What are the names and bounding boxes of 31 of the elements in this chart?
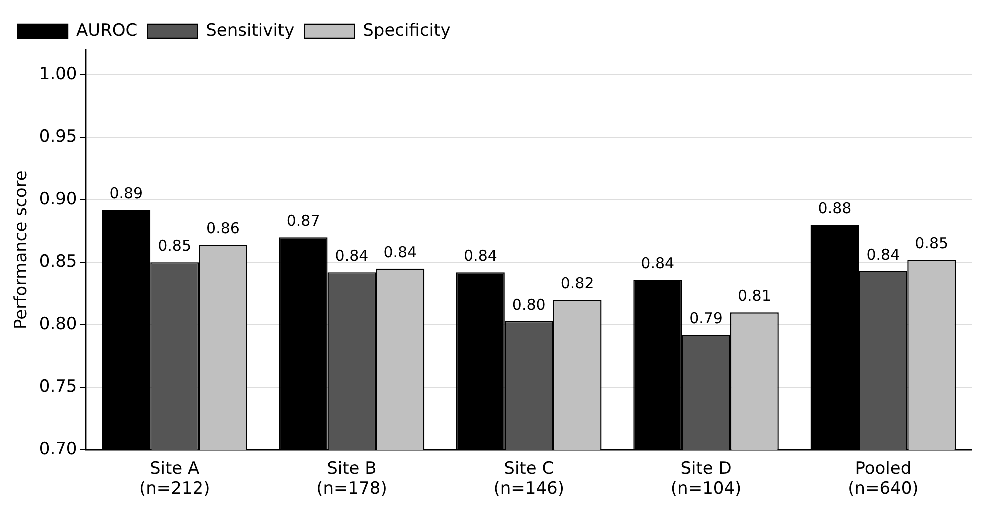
- y-tick-label: 0.90: [39, 189, 78, 210]
- data-label: 0.86: [206, 219, 240, 238]
- data-label: 0.80: [512, 296, 546, 314]
- y-tick-label: 0.80: [39, 314, 78, 335]
- x-tick-label: Site A (n=212): [139, 458, 210, 500]
- y-axis-title: Performance score: [12, 170, 32, 330]
- legend-label: Specificity: [363, 20, 451, 41]
- x-tick-label: Site C (n=146): [494, 458, 564, 500]
- data-label: 0.84: [866, 246, 900, 264]
- y-tick-label: 0.70: [39, 440, 78, 460]
- y-tick-label: 0.95: [39, 126, 78, 147]
- data-label: 0.85: [915, 234, 949, 252]
- data-label: 0.87: [286, 212, 320, 230]
- y-tick-label: 0.85: [39, 252, 78, 272]
- y-tick-label: 1.00: [39, 64, 78, 84]
- data-label: 0.85: [158, 236, 192, 255]
- legend-label: Sensitivity: [206, 20, 295, 41]
- data-label: 0.84: [464, 247, 498, 265]
- y-tick-label: 0.75: [39, 377, 78, 398]
- legend-label: AUROC: [76, 20, 138, 41]
- data-label: 0.84: [335, 247, 369, 265]
- data-label: 0.84: [384, 243, 418, 262]
- x-tick-label: Pooled (n=640): [848, 458, 919, 500]
- x-tick-label: Site B (n=178): [316, 458, 388, 500]
- x-tick-label: Site D (n=104): [670, 458, 742, 500]
- data-label: 0.82: [560, 274, 594, 293]
- data-label: 0.79: [690, 310, 723, 328]
- data-label: 0.81: [738, 287, 772, 306]
- data-label: 0.89: [110, 184, 144, 202]
- data-label: 0.84: [641, 254, 675, 273]
- data-label: 0.88: [818, 199, 852, 218]
